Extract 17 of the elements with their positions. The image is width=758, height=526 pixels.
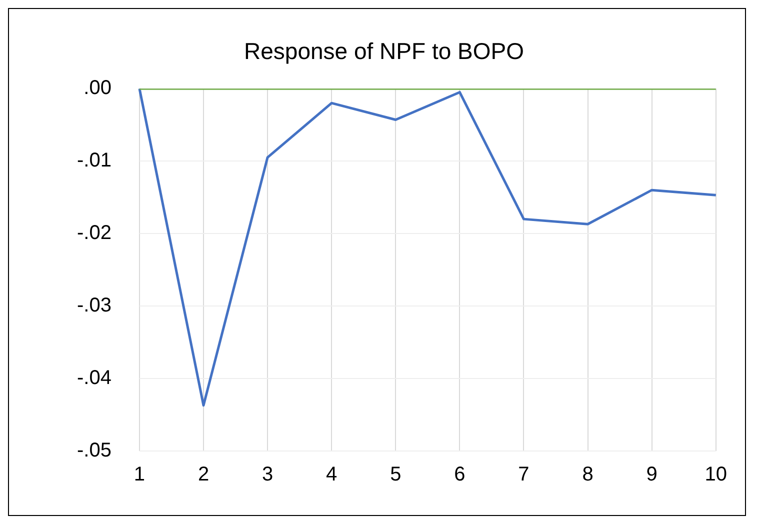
x-tick-label: 8 [582, 464, 594, 486]
x-tick-label: 1 [134, 464, 146, 486]
x-tick-label: 7 [518, 464, 530, 486]
x-tick-label: 10 [704, 464, 727, 486]
y-tick-label: -.01 [76, 150, 112, 172]
y-tick-label: -.05 [76, 440, 112, 462]
y-tick-label: -.02 [76, 222, 112, 244]
x-tick-label: 9 [646, 464, 658, 486]
x-tick-label: 2 [198, 464, 210, 486]
y-tick-label: -.03 [76, 294, 112, 317]
x-tick-label: 6 [454, 464, 466, 486]
chart-title: Response of NPF to BOPO [244, 38, 524, 64]
x-tick-label: 5 [390, 464, 402, 486]
x-tick-label: 3 [262, 464, 274, 486]
x-tick-label: 4 [326, 464, 338, 486]
y-tick-label: .00 [84, 77, 112, 100]
y-tick-label: -.04 [76, 367, 112, 390]
